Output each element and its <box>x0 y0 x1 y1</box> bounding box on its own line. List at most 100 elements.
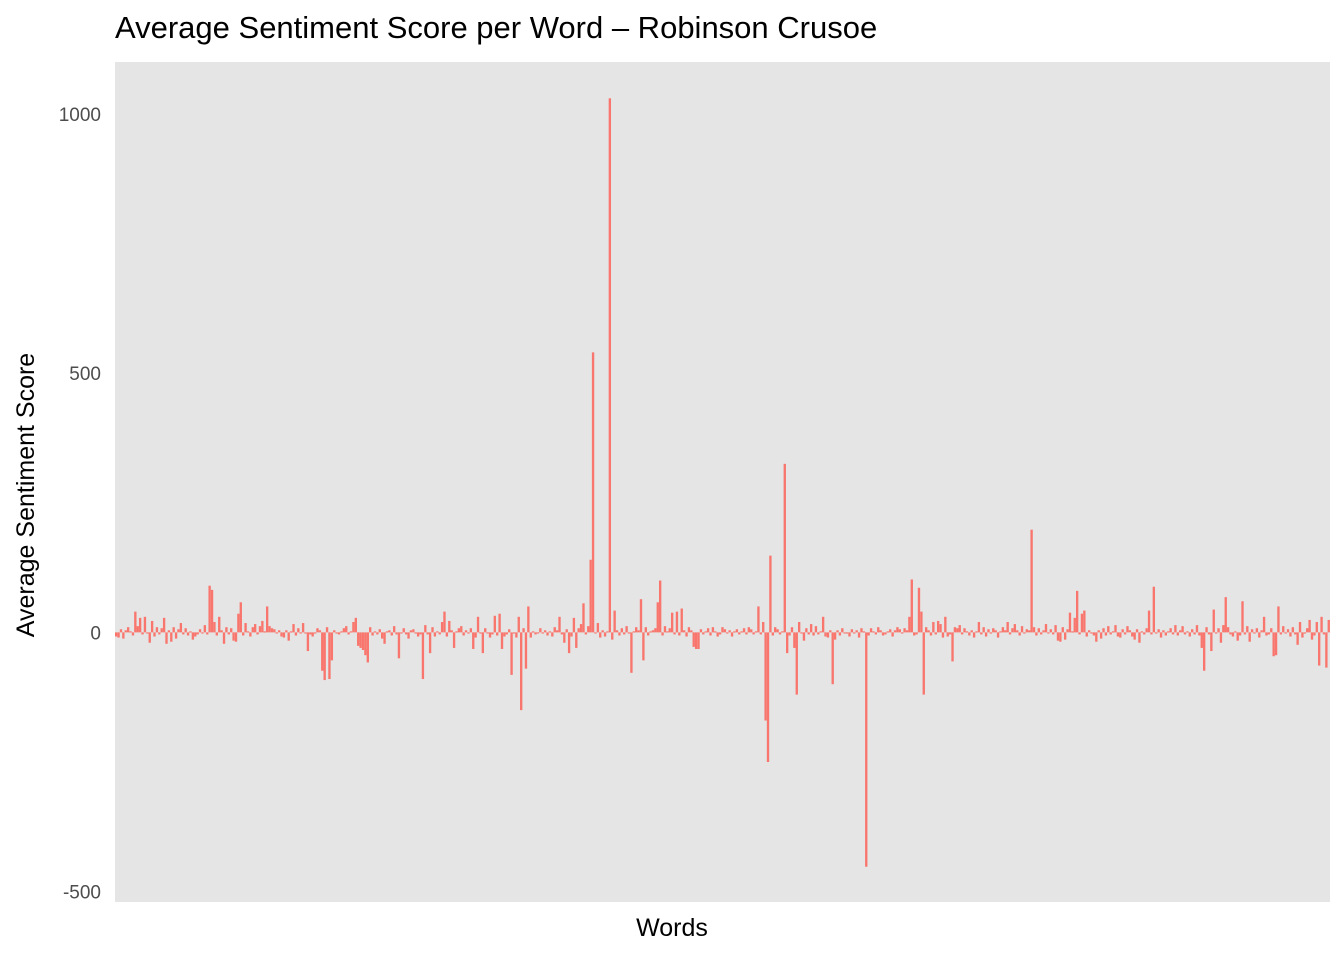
bar <box>412 629 415 633</box>
bar <box>409 630 413 633</box>
bar <box>1056 632 1060 641</box>
bar <box>481 632 485 654</box>
bar <box>476 616 480 633</box>
bar <box>807 632 810 635</box>
bar <box>742 628 746 633</box>
bar <box>155 627 159 633</box>
bar <box>603 632 607 637</box>
bar <box>1054 625 1057 633</box>
bar <box>613 610 616 633</box>
bar <box>337 632 341 635</box>
bar <box>203 625 207 633</box>
bar <box>498 613 501 633</box>
bar <box>1291 627 1295 633</box>
bar <box>599 632 602 638</box>
bar <box>637 630 640 633</box>
bar <box>560 632 564 635</box>
bar <box>378 629 381 633</box>
bar <box>1162 630 1165 633</box>
bar <box>809 624 813 633</box>
bar <box>579 624 583 633</box>
bar <box>843 632 846 634</box>
bar <box>951 632 954 662</box>
bar <box>191 632 195 640</box>
bar <box>1126 626 1129 633</box>
bar <box>790 627 794 633</box>
bar <box>1195 625 1199 633</box>
bar <box>543 630 547 633</box>
bar <box>857 632 861 638</box>
bar <box>321 632 324 671</box>
bar <box>330 632 334 661</box>
bar <box>956 628 959 633</box>
bar <box>1066 629 1069 633</box>
bar <box>903 628 906 633</box>
bar <box>1277 606 1280 633</box>
bar <box>845 632 849 634</box>
bar <box>1109 632 1112 635</box>
bar <box>270 628 274 633</box>
bar <box>541 632 544 634</box>
bar <box>1282 626 1285 633</box>
bar <box>1059 632 1062 642</box>
bar <box>618 632 621 636</box>
bar <box>752 632 755 635</box>
bar <box>369 627 372 633</box>
bar <box>642 632 645 661</box>
bar <box>529 632 532 638</box>
bar <box>256 632 259 635</box>
bar <box>663 626 667 633</box>
bar <box>448 620 451 633</box>
bar <box>488 632 492 638</box>
bar <box>1212 609 1215 633</box>
bar <box>1267 632 1271 635</box>
bar <box>658 580 662 633</box>
bar <box>242 632 245 636</box>
y-axis-label: Average Sentiment Score <box>12 353 40 637</box>
bar <box>383 632 386 644</box>
bar <box>644 627 647 633</box>
bar <box>486 632 489 634</box>
bar <box>989 632 993 634</box>
bar <box>833 632 837 640</box>
bar <box>503 632 506 637</box>
bar <box>443 611 446 633</box>
bar <box>867 632 870 636</box>
bar <box>1250 629 1254 633</box>
bar <box>984 632 988 637</box>
bar <box>1104 632 1108 636</box>
bar <box>793 632 796 648</box>
bar <box>898 629 901 633</box>
bar <box>1313 632 1316 636</box>
bar <box>1174 625 1177 633</box>
bar <box>1253 632 1256 634</box>
bar <box>282 632 286 638</box>
bar <box>783 463 786 633</box>
bar <box>460 626 463 633</box>
bar <box>884 632 887 635</box>
bar <box>213 622 216 633</box>
bar <box>855 630 858 633</box>
bar <box>747 627 751 633</box>
bar <box>1018 632 1021 636</box>
bar <box>721 627 724 633</box>
bar <box>745 632 748 635</box>
bar <box>953 627 957 633</box>
bar <box>740 631 743 633</box>
bar <box>138 617 142 633</box>
bar <box>261 620 264 633</box>
bar <box>860 628 863 633</box>
bar <box>694 632 698 649</box>
bar <box>265 606 269 633</box>
bar <box>325 627 329 633</box>
bar <box>357 632 360 646</box>
bar <box>361 632 365 650</box>
bar <box>920 611 923 633</box>
bar <box>1097 630 1100 633</box>
bar <box>915 632 918 635</box>
bar <box>206 632 209 635</box>
bar <box>189 631 192 633</box>
bar <box>225 627 228 633</box>
bar <box>1099 632 1103 639</box>
bar <box>472 632 475 649</box>
